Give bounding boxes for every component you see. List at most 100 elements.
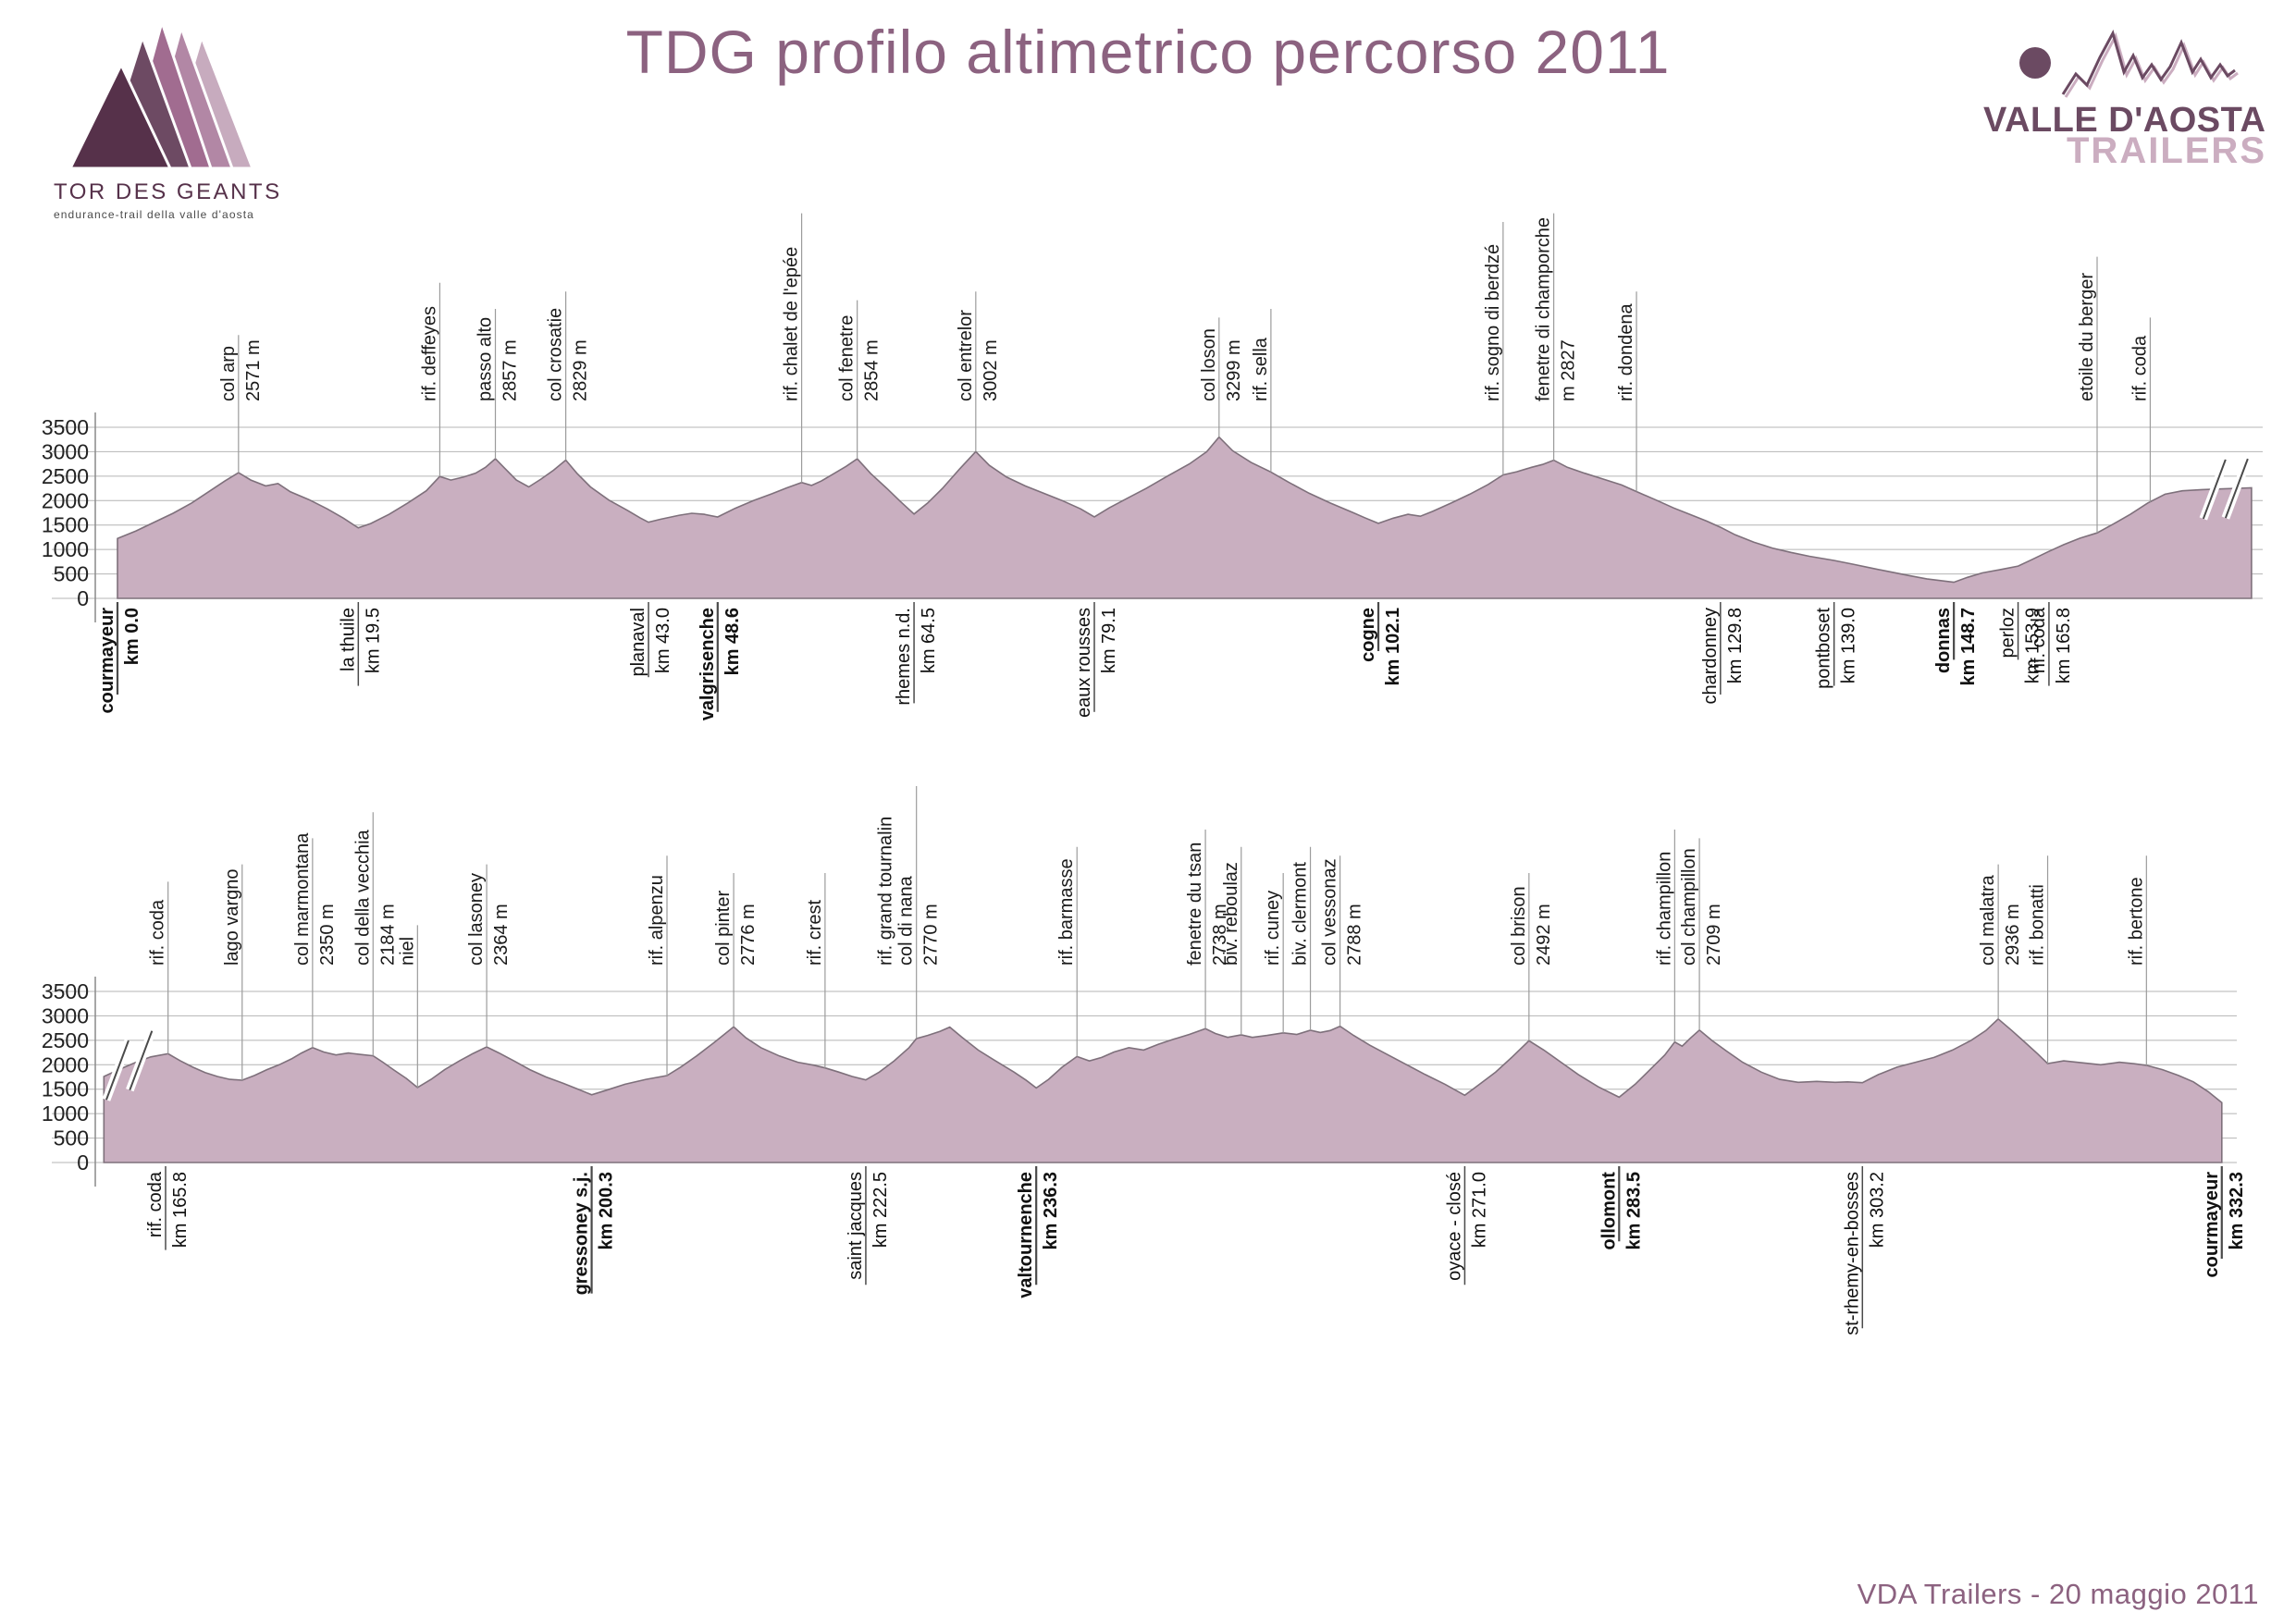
checkpoint-name: courmayeur — [97, 608, 117, 714]
peak-label-text: col lasoney — [466, 873, 487, 966]
peak-label-text: col pinter — [713, 891, 734, 966]
footer-credit: VDA Trailers - 20 maggio 2011 — [1857, 1578, 2259, 1610]
checkpoint-name: rif. coda — [145, 1171, 166, 1237]
checkpoint-km: km 102.1 — [1383, 608, 1403, 686]
peak-label: fenetre di champorche m 2827 — [1534, 213, 1579, 461]
peak-label-text: 2709 m — [1704, 904, 1724, 966]
peak-label-text: biv. clermont — [1290, 862, 1311, 966]
peak-label-text: rif. barmasse — [1056, 858, 1077, 966]
peak-label: col crosatie 2829 m — [546, 291, 591, 461]
peak-label-text: rif. dondena — [1616, 302, 1636, 401]
checkpoint-label: st-rhemy-en-bosses km 303.2 — [1842, 1166, 1887, 1335]
checkpoint-label: cogne km 102.1 — [1358, 602, 1403, 686]
y-axis-tick-label: 1000 — [42, 1101, 89, 1126]
axis-break-mark — [2202, 459, 2227, 520]
peak-label-text: col arp — [218, 346, 239, 401]
peak-label-text: passo alto — [475, 317, 496, 401]
peak-label-text: 2776 m — [738, 904, 759, 966]
checkpoint-name: valtournenche — [1016, 1172, 1036, 1298]
checkpoint-km: km 165.8 — [170, 1172, 191, 1248]
checkpoint-label: valgrisenche km 48.6 — [697, 602, 743, 720]
checkpoint-km: km 200.3 — [597, 1172, 617, 1250]
checkpoint-km: km 0.0 — [122, 608, 142, 665]
peak-label-text: col di nana — [896, 875, 917, 966]
checkpoint-km: km 283.5 — [1623, 1172, 1644, 1250]
peak-label: rif. sogno di berdzé — [1483, 222, 1504, 475]
peak-label: rif. bertone — [2126, 855, 2147, 1065]
y-axis-tick-label: 1000 — [42, 537, 89, 561]
peak-label: col marmontana 2350 m — [292, 832, 338, 1048]
peak-label: rif. chalet de l'epée — [782, 213, 803, 483]
peak-label-text: col malatra — [1978, 874, 1998, 966]
peak-label-text: rif. champillon — [1654, 852, 1674, 966]
checkpoint-km: km 332.3 — [2227, 1172, 2247, 1250]
peak-label-text: rif. cuney — [1263, 891, 1283, 966]
peak-label: lago vargno — [222, 864, 243, 1080]
peak-label-text: col della vecchia — [352, 829, 373, 966]
peak-label-text: rif. chalet de l'epée — [782, 247, 802, 401]
axis-break-mark — [105, 1040, 130, 1101]
peak-label: etoile du berger — [2077, 256, 2098, 534]
checkpoint-km: km 153.9 — [2023, 608, 2043, 683]
peak-label-text: rif. bertone — [2126, 877, 2146, 966]
checkpoint-label: rif. coda km 165.8 — [2029, 602, 2074, 686]
checkpoint-label: ollomont km 283.5 — [1599, 1166, 1644, 1250]
checkpoint-label: courmayeur km 332.3 — [2202, 1166, 2247, 1278]
checkpoint-km: km 165.8 — [2054, 608, 2074, 683]
peak-label-text: col champillon — [1679, 848, 1699, 966]
y-axis-tick-label: 1500 — [42, 513, 89, 537]
tdg-logo-title: TOR DES GEANTS — [54, 179, 282, 204]
vda-logo-graphic: VALLE D'AOSTA TRAILERS — [1983, 30, 2265, 171]
peak-label: rif. champillon — [1654, 830, 1675, 1042]
peak-label-text: 2854 m — [862, 339, 883, 401]
peak-label-text: rif. sella — [1251, 337, 1271, 401]
page-title: TDG profilo altimetrico percorso 2011 — [625, 18, 1671, 86]
peak-label: rif. cuney — [1263, 873, 1284, 1033]
peak-label: rif. alpenzu — [647, 855, 668, 1076]
checkpoint-name: planaval — [628, 608, 648, 677]
checkpoint-name: rhemes n.d. — [894, 608, 914, 706]
peak-label-text: 2184 m — [377, 904, 398, 966]
checkpoint-km: km 148.7 — [1958, 608, 1979, 686]
peak-label-text: 2492 m — [1534, 904, 1554, 966]
peak-label: rif. sella — [1251, 309, 1272, 473]
checkpoint-label: planaval km 43.0 — [628, 602, 673, 678]
checkpoint-km: km 222.5 — [870, 1172, 891, 1248]
checkpoint-name: la thuile — [338, 608, 358, 671]
peak-label: col brison 2492 m — [1509, 873, 1554, 1041]
peak-label-text: col loson — [1199, 328, 1219, 401]
y-axis-tick-label: 3000 — [42, 439, 89, 463]
peak-label: rif. dondena — [1616, 291, 1637, 492]
y-axis-tick-label: 3000 — [42, 1003, 89, 1027]
peak-label-text: rif. coda — [148, 899, 168, 966]
y-axis-tick-label: 3500 — [42, 415, 89, 439]
checkpoint-label: rif. coda km 165.8 — [145, 1166, 191, 1250]
checkpoint-name: perloz — [1998, 608, 2018, 658]
tdg-mountains-icon — [68, 17, 255, 170]
peak-label-text: etoile du berger — [2077, 273, 2097, 401]
peak-label: col pinter 2776 m — [713, 873, 759, 1027]
tdg-triangle-1 — [68, 61, 173, 170]
checkpoint-km: km 64.5 — [919, 608, 939, 673]
y-axis-tick-label: 2500 — [42, 464, 89, 488]
peak-label: rif. barmasse — [1056, 846, 1078, 1057]
checkpoint-label: la thuile km 19.5 — [338, 602, 383, 686]
peak-label-text: biv. reboulaz — [1221, 862, 1241, 966]
peak-label: col lasoney 2364 m — [466, 864, 512, 1048]
checkpoint-name: valgrisenche — [697, 608, 718, 720]
peak-label: col della vecchia 2184 m — [352, 812, 398, 1056]
checkpoint-name: gressoney s.j. — [572, 1172, 592, 1295]
peak-label: col fenetre 2854 m — [837, 300, 883, 460]
peak-label-text: 2738 m — [1210, 904, 1230, 966]
peak-label: col malatra 2936 m — [1978, 864, 2023, 1019]
peak-label-text: rif. deffeyes — [419, 306, 439, 401]
checkpoint-km: km 236.3 — [1041, 1172, 1061, 1250]
checkpoint-km: km 43.0 — [653, 608, 673, 673]
checkpoint-name: ollomont — [1599, 1172, 1619, 1250]
peak-label: rif. grand tournalin col di nana 2770 m — [876, 786, 942, 1040]
peak-label-text: 2571 m — [243, 339, 264, 401]
peak-label: col arp 2571 m — [218, 335, 264, 474]
